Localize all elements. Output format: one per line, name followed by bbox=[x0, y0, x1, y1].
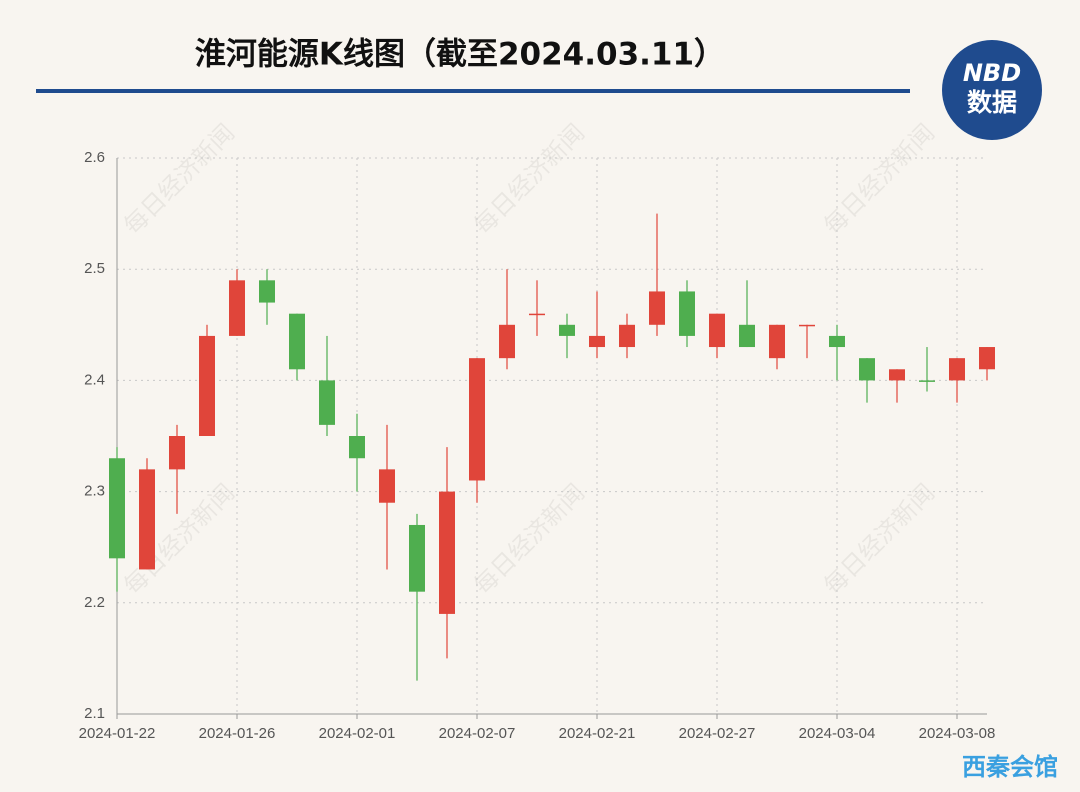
candle-body bbox=[859, 358, 875, 381]
title-rule bbox=[36, 89, 910, 93]
y-tick-label: 2.6 bbox=[84, 149, 105, 166]
candle-body bbox=[829, 335, 845, 348]
candle-body bbox=[109, 458, 125, 559]
candle-body bbox=[349, 436, 365, 459]
logo-circle bbox=[942, 40, 1042, 140]
candle-body bbox=[259, 280, 275, 303]
x-tick-label: 2024-01-22 bbox=[79, 725, 156, 742]
x-tick-label: 2024-03-04 bbox=[799, 725, 876, 742]
candle-body bbox=[769, 324, 785, 359]
x-tick-label: 2024-02-01 bbox=[319, 725, 396, 742]
y-tick-label: 2.4 bbox=[84, 371, 105, 388]
x-tick-label: 2024-02-27 bbox=[679, 725, 756, 742]
x-tick-label: 2024-02-21 bbox=[559, 725, 636, 742]
candle-body bbox=[799, 324, 815, 327]
candle-body bbox=[229, 280, 245, 336]
candle-body bbox=[199, 335, 215, 436]
candle-body bbox=[169, 436, 185, 470]
y-tick-label: 2.3 bbox=[84, 483, 105, 500]
candle-body bbox=[409, 524, 425, 592]
logo-text: NBD bbox=[963, 59, 1021, 87]
candle-body bbox=[979, 347, 995, 370]
x-tick-label: 2024-02-07 bbox=[439, 725, 516, 742]
candle-body bbox=[439, 491, 455, 614]
candle-body bbox=[289, 313, 305, 370]
candle-body bbox=[499, 324, 515, 359]
logo-text: 数据 bbox=[967, 88, 1017, 117]
candle-body bbox=[319, 380, 335, 425]
x-tick-label: 2024-01-26 bbox=[199, 725, 276, 742]
x-tick-label: 2024-03-08 bbox=[919, 725, 996, 742]
candle-body bbox=[139, 469, 155, 570]
candle-body bbox=[919, 380, 935, 382]
candle-body bbox=[949, 358, 965, 381]
y-tick-label: 2.1 bbox=[84, 705, 105, 722]
candle-body bbox=[469, 358, 485, 481]
candle-body bbox=[379, 469, 395, 503]
candle-body bbox=[589, 335, 605, 348]
candle-body bbox=[529, 313, 545, 316]
candle-body bbox=[739, 324, 755, 348]
candle-body bbox=[709, 313, 725, 348]
candle-body bbox=[559, 324, 575, 336]
chart-title: 淮河能源K线图（截至2024.03.11） bbox=[195, 37, 725, 73]
y-tick-label: 2.2 bbox=[84, 594, 105, 611]
candle-body bbox=[619, 324, 635, 348]
footer-logo: 西秦会馆 bbox=[962, 753, 1058, 781]
y-tick-label: 2.5 bbox=[84, 260, 105, 277]
candle-body bbox=[679, 291, 695, 336]
candle-body bbox=[649, 291, 665, 325]
logo: NBD 数据 bbox=[942, 40, 1042, 140]
candle-body bbox=[889, 369, 905, 381]
